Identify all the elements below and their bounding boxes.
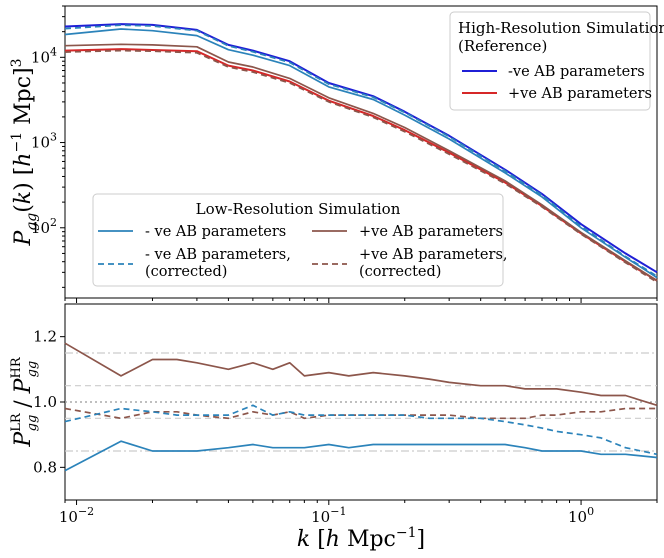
- lowres-legend-title: Low-Resolution Simulation: [196, 200, 401, 218]
- top-series-lr_neg_corr: [64, 24, 658, 277]
- lowres-legend: Low-Resolution Simulation - ve AB parame…: [92, 193, 508, 287]
- lowres-legend-label-pos: +ve AB parameters: [359, 224, 503, 240]
- top-series-lr_neg: [64, 28, 658, 279]
- bottom-y-tick-label: 1.0: [33, 393, 57, 411]
- ratio-series-ratio_neg_corr: [64, 404, 658, 456]
- bottom-x-ticks: 10−2 10−1 100: [59, 298, 658, 526]
- bottom-y-tick-label: 1.2: [33, 328, 57, 346]
- lowres-legend-box: [92, 193, 504, 287]
- reference-legend-label-neg: -ve AB parameters: [508, 64, 645, 80]
- reference-legend-title-1: High-Resolution Simulation: [458, 19, 664, 37]
- bottom-reference-lines: [65, 352, 657, 452]
- bottom-y-ticks: 0.8 1.0 1.2: [33, 328, 65, 476]
- x-tick-label: 100: [568, 505, 594, 526]
- top-y-axis-title: Pgg(k) [h−1 Mpc]3: [9, 58, 40, 246]
- bottom-panel: 0.8 1.0 1.2 10−2 10−1 100 PLRgg / PHRgg k [h…: [9, 298, 658, 552]
- bottom-y-tick-label: 0.8: [33, 458, 57, 476]
- top-series-group: [64, 23, 658, 283]
- x-tick-label: 10−2: [59, 505, 94, 526]
- top-series-lr_pos_corr: [64, 49, 658, 283]
- bottom-series-group: [64, 342, 658, 472]
- reference-legend: High-Resolution Simulation (Reference) -…: [449, 11, 664, 111]
- top-series-hr_neg: [64, 23, 658, 274]
- ratio-series-ratio_pos_corr: [64, 407, 657, 420]
- lowres-legend-label-pos-corr-1: +ve AB parameters,: [359, 247, 508, 263]
- lowres-legend-label-neg: - ve AB parameters: [145, 224, 286, 240]
- bottom-y-axis-title: PLRgg / PHRgg: [9, 356, 40, 447]
- top-y-tick-label: 103: [31, 131, 57, 152]
- ratio-series-ratio_neg: [64, 440, 658, 472]
- top-panel: 102 103 104 Pgg(k) [h−1 Mpc]3 High-Resolut…: [9, 5, 664, 303]
- x-tick-label: 10−1: [311, 505, 346, 526]
- top-y-tick-label: 102: [31, 216, 57, 237]
- top-series-lr_pos: [64, 43, 658, 282]
- top-plot-frame: [64, 5, 658, 299]
- lowres-legend-label-pos-corr-2: (corrected): [359, 264, 441, 280]
- reference-legend-title-2: (Reference): [458, 37, 547, 55]
- x-axis-title: k [h Mpc−1]: [297, 525, 425, 552]
- lowres-legend-label-neg-corr-2: (corrected): [145, 264, 227, 280]
- reference-legend-label-pos: +ve AB parameters: [508, 86, 652, 102]
- ratio-series-ratio_pos: [64, 342, 658, 407]
- top-y-tick-label: 104: [31, 45, 57, 66]
- lowres-legend-label-neg-corr-1: - ve AB parameters,: [145, 247, 291, 263]
- reference-legend-box: [449, 11, 651, 111]
- top-y-ticks: 102 103 104: [31, 5, 582, 303]
